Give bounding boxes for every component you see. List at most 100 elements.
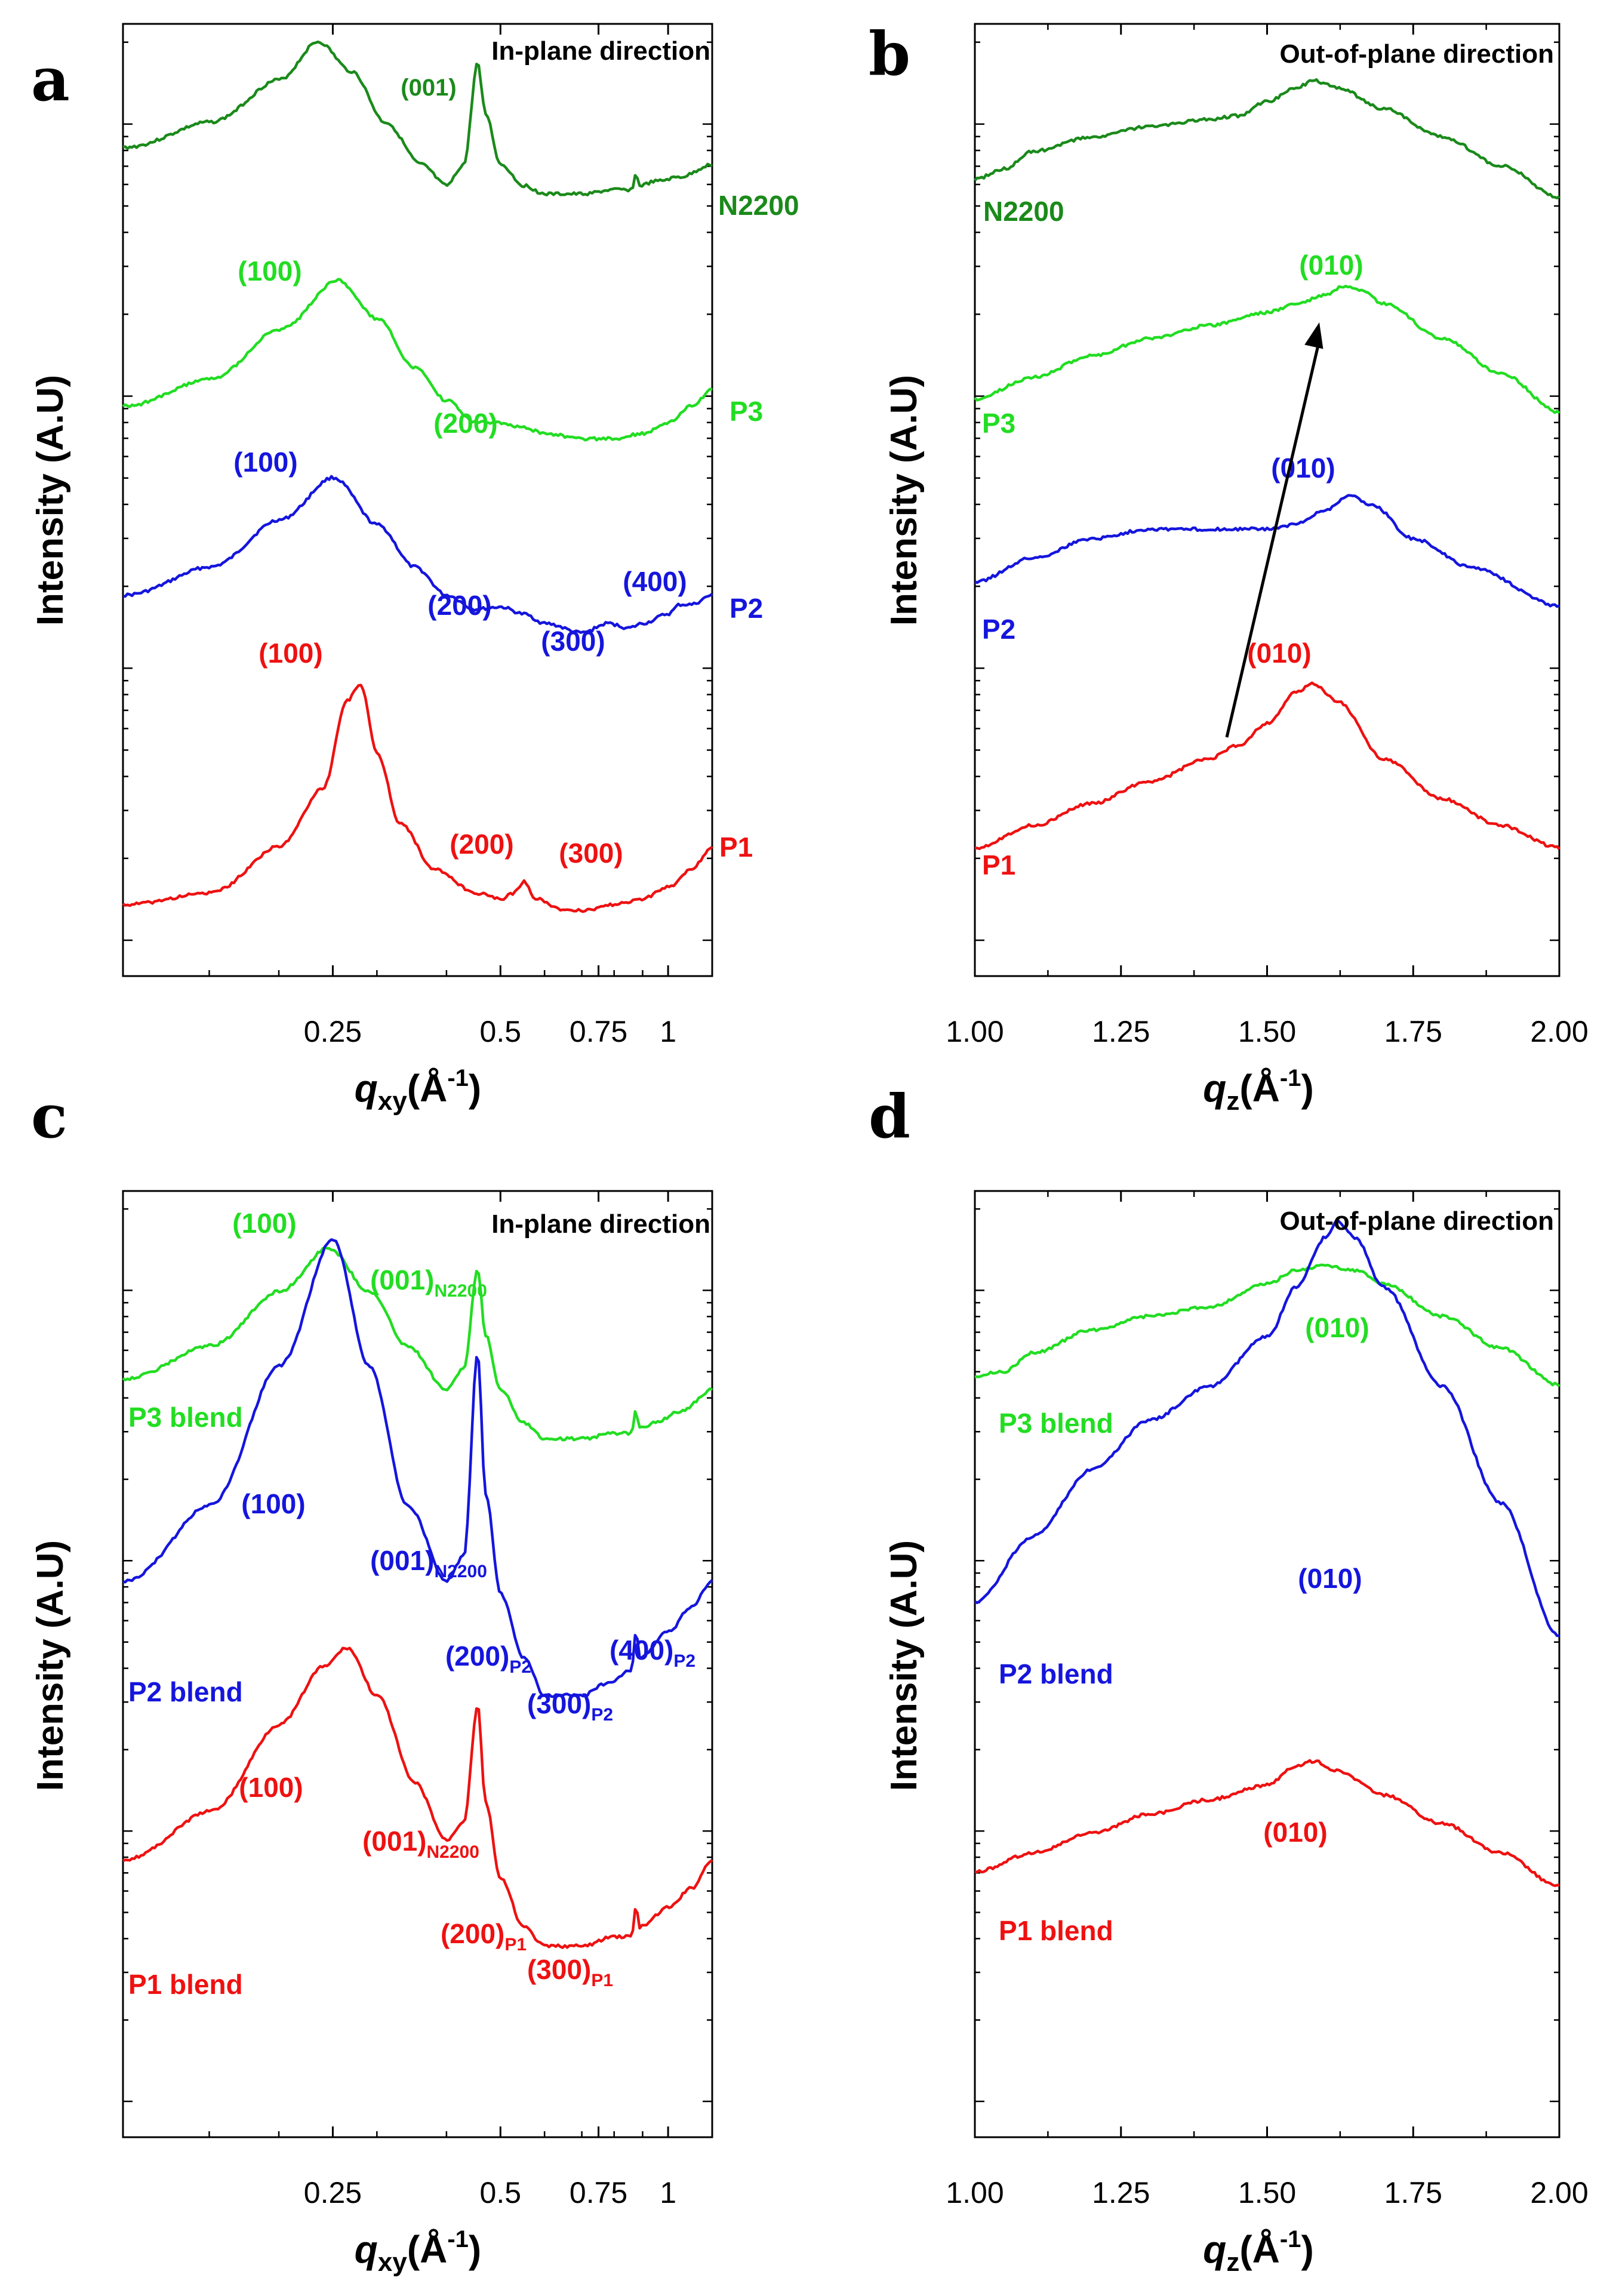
x-tick-label: 1.75 xyxy=(1384,1015,1442,1048)
peak-annotation: (300)P1 xyxy=(527,1954,613,1990)
panel-letter: a xyxy=(31,44,70,115)
peak-annotation: (300) xyxy=(541,626,605,657)
x-tick-label: 0.25 xyxy=(304,1015,362,1048)
series-label: P2 blend xyxy=(128,1676,243,1707)
series-label: N2200 xyxy=(983,196,1064,227)
x-tick-label: 0.75 xyxy=(570,1015,627,1048)
series-label: P2 xyxy=(730,593,763,624)
peak-annotation: (010) xyxy=(1305,1312,1369,1343)
series-line-p3-blend xyxy=(974,1263,1560,1387)
series-label: P1 blend xyxy=(999,1915,1113,1946)
peak-annotation: (200)P2 xyxy=(445,1641,531,1677)
series-line-p1-blend xyxy=(974,1759,1560,1888)
series-line-p3 xyxy=(122,278,713,442)
series-label: P3 blend xyxy=(128,1402,243,1433)
series-line-n2200 xyxy=(122,40,713,197)
panel-d: 1.00 1.25 1.50 1.75 2.00 d Out-of-plane direct… xyxy=(869,1081,1589,2277)
panel-letter: b xyxy=(869,19,910,89)
peak-annotation: (200)P1 xyxy=(441,1918,527,1955)
peak-annotation: (200) xyxy=(450,829,513,860)
series-label: P3 blend xyxy=(999,1408,1113,1439)
x-tick-label: 0.75 xyxy=(570,2176,627,2209)
peak-annotation: (100) xyxy=(241,1488,305,1519)
peak-annotation: (100) xyxy=(258,638,322,669)
peak-annotation: (010) xyxy=(1247,638,1311,669)
direction-label: Out-of-plane direction xyxy=(1279,39,1554,69)
direction-label: In-plane direction xyxy=(491,1209,710,1239)
x-tick-label: 1.00 xyxy=(946,2176,1004,2209)
y-ticks xyxy=(975,1208,1559,2103)
peak-annotation: (400) xyxy=(623,566,687,597)
peak-annotation: (001) xyxy=(401,75,456,101)
panel-letter: c xyxy=(31,1081,67,1152)
x-tick-label: 0.25 xyxy=(304,2176,362,2209)
peak-annotation: (200) xyxy=(427,590,491,621)
series-label: P1 xyxy=(719,832,753,863)
x-tick-label: 1.75 xyxy=(1384,2176,1442,2209)
x-tick-label: 2.00 xyxy=(1530,2176,1588,2209)
x-ticks: 1.00 1.25 1.50 1.75 2.00 xyxy=(946,24,1589,1048)
x-axis-label: qz(Å-1) xyxy=(1203,1065,1314,1116)
series-label: N2200 xyxy=(718,190,799,221)
y-axis-label: Intensity (A.U) xyxy=(884,1540,925,1791)
plot-frame xyxy=(122,23,713,977)
peak-annotation: (010) xyxy=(1298,1563,1362,1594)
peak-annotation: (100) xyxy=(239,1772,303,1803)
x-tick-label: 1 xyxy=(660,1015,676,1048)
series-label: P2 blend xyxy=(999,1658,1113,1689)
panel-a: 0.25 0.5 0.75 1 a In-plane direction Intensity… xyxy=(30,23,799,1116)
series-label: P1 blend xyxy=(128,1969,243,2000)
peak-annotation: (010) xyxy=(1263,1817,1327,1848)
series-line-p2 xyxy=(122,475,713,634)
trend-arrow xyxy=(1225,340,1321,738)
series-line-n2200 xyxy=(974,78,1560,199)
series-label: P3 xyxy=(982,408,1015,439)
x-tick-label: 0.5 xyxy=(480,2176,522,2209)
y-ticks xyxy=(123,1208,712,2103)
series-line-p1 xyxy=(122,684,713,913)
y-axis-label: Intensity (A.U) xyxy=(884,375,925,626)
x-tick-label: 1 xyxy=(660,2176,676,2209)
series-line-p3 xyxy=(974,285,1560,414)
x-tick-label: 1.25 xyxy=(1092,1015,1150,1048)
x-tick-label: 1.50 xyxy=(1238,2176,1296,2209)
plot-frame xyxy=(974,23,1560,977)
peak-annotation: (100) xyxy=(232,1208,296,1239)
peak-annotation: (010) xyxy=(1299,250,1363,281)
panel-c: 0.25 0.5 0.75 1 c In-plane direction Intensity… xyxy=(30,1081,713,2277)
peak-annotation: (300) xyxy=(559,838,623,869)
peak-annotation: (200) xyxy=(433,408,497,439)
x-tick-label: 0.5 xyxy=(480,1015,522,1048)
direction-label: In-plane direction xyxy=(491,36,710,66)
peak-annotation: (001)N2200 xyxy=(362,1826,479,1862)
panel-b: 1.00 1.25 1.50 1.75 2.00 b Out-of-plane direct… xyxy=(869,19,1589,1116)
x-tick-label: 2.00 xyxy=(1530,1015,1588,1048)
series-line-p3-blend xyxy=(122,1246,713,1442)
y-axis-label: Intensity (A.U) xyxy=(30,1540,71,1791)
peak-annotation: (010) xyxy=(1271,453,1335,484)
x-tick-label: 1.50 xyxy=(1238,1015,1296,1048)
peak-annotation: (001)N2200 xyxy=(370,1264,487,1301)
peak-annotation: (001)N2200 xyxy=(370,1545,487,1581)
y-ticks xyxy=(123,41,712,941)
peak-annotation: (400)P2 xyxy=(610,1635,695,1671)
y-axis-label: Intensity (A.U) xyxy=(30,375,71,626)
series-label: P1 xyxy=(982,850,1015,881)
x-ticks: 0.25 0.5 0.75 1 xyxy=(208,24,676,1048)
peak-annotation: (100) xyxy=(233,447,297,478)
y-ticks xyxy=(975,41,1559,941)
x-axis-label: qz(Å-1) xyxy=(1203,2226,1314,2277)
x-axis-label: qxy(Å-1) xyxy=(355,2226,481,2277)
series-line-p2 xyxy=(974,494,1560,608)
peak-annotation: (100) xyxy=(238,256,301,287)
plot-frame xyxy=(122,1190,713,2138)
x-ticks: 0.25 0.5 0.75 1 xyxy=(208,1191,676,2209)
peak-annotation: (300)P2 xyxy=(527,1688,613,1725)
series-label: P2 xyxy=(982,614,1015,645)
x-tick-label: 1.00 xyxy=(946,1015,1004,1048)
x-axis-label: qxy(Å-1) xyxy=(355,1065,481,1116)
trend-arrow-head xyxy=(1304,322,1323,349)
series-line-p2-blend xyxy=(122,1238,713,1698)
series-label: P3 xyxy=(730,396,763,427)
